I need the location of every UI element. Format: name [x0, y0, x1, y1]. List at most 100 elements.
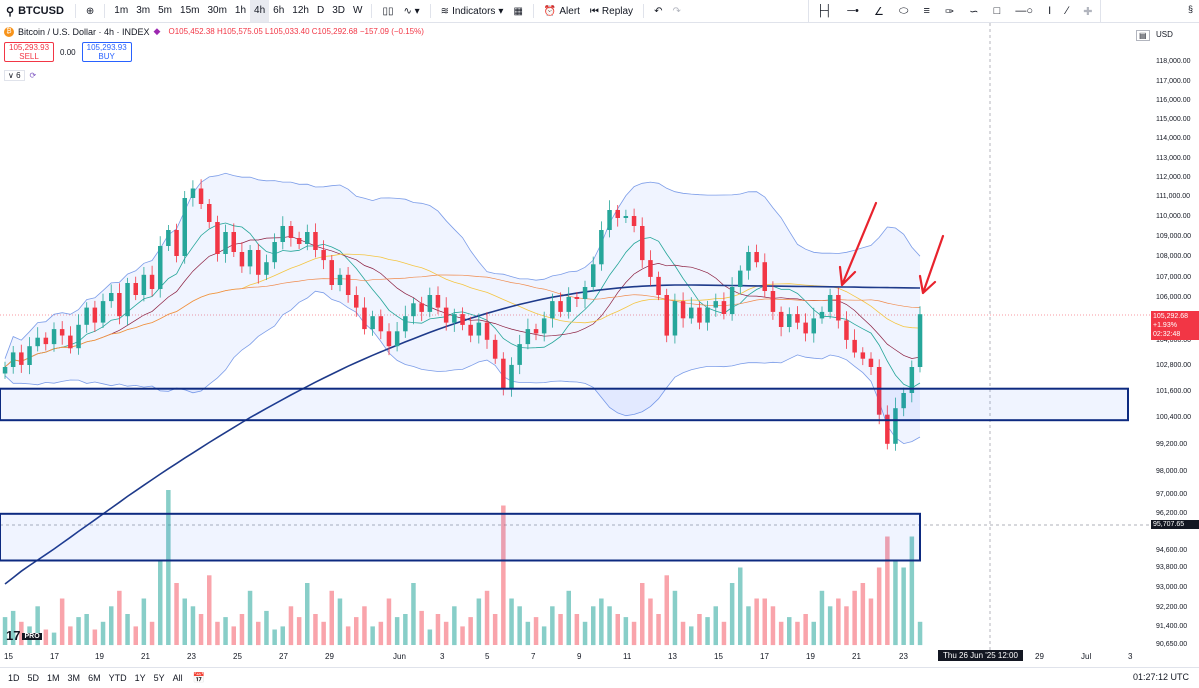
candle-body: [59, 329, 65, 336]
utc-clock[interactable]: 01:27:12 UTC: [1132, 672, 1189, 682]
candle-body: [288, 226, 294, 238]
candle-body: [182, 198, 187, 256]
sell-button[interactable]: 105,293.93 SELL: [4, 42, 55, 62]
more-tools-icon[interactable]: §: [1188, 4, 1194, 14]
text-cursor-icon[interactable]: I: [1048, 5, 1052, 17]
candle-body: [754, 252, 759, 263]
volume-bar: [419, 610, 424, 645]
brush-icon[interactable]: ✑: [944, 5, 955, 18]
divider: [104, 4, 106, 18]
rectangle-icon[interactable]: □: [993, 5, 1001, 17]
volume-bar: [713, 606, 718, 646]
horizontal-line-icon[interactable]: ─•: [847, 5, 859, 17]
candle-body: [27, 346, 32, 365]
volume-bar: [207, 575, 212, 646]
candle-body: [264, 262, 269, 275]
range-1m[interactable]: 1M: [47, 673, 60, 683]
candle-body: [680, 301, 686, 319]
volume-bar: [664, 575, 669, 646]
range-ytd[interactable]: YTD: [108, 673, 127, 683]
buy-price: 105,293.93: [86, 43, 127, 52]
candle-body: [207, 204, 212, 222]
indicators-label: Indicators: [452, 5, 496, 17]
interval-w[interactable]: W: [353, 5, 363, 16]
ellipse-icon[interactable]: ⬭: [898, 4, 909, 17]
interval-3d[interactable]: 3D: [332, 5, 346, 16]
sell-price: 105,293.93: [9, 43, 50, 52]
range-5y[interactable]: 5Y: [153, 673, 165, 683]
price-chart[interactable]: [0, 23, 1150, 653]
price-tick: 117,000.00: [1156, 78, 1191, 85]
volume-bar: [517, 606, 522, 646]
path-icon[interactable]: ∽: [969, 5, 979, 18]
range-all[interactable]: All: [172, 673, 183, 683]
lock-icon[interactable]: ▤: [1136, 30, 1150, 41]
layout-grid-icon[interactable]: ▦: [513, 5, 523, 17]
volume-bar: [648, 598, 653, 645]
interval-3m[interactable]: 3m: [136, 5, 151, 16]
measure-range-icon[interactable]: ├┤: [816, 5, 833, 17]
range-1y[interactable]: 1Y: [134, 673, 146, 683]
volume-bar: [705, 617, 710, 645]
candle-body: [76, 324, 81, 349]
volume-bar: [10, 610, 16, 645]
indicators-button[interactable]: ≋ Indicators ▾: [436, 0, 509, 22]
spread-value: 0.00: [60, 47, 76, 57]
volume-bar: [591, 606, 596, 646]
range-bar: 1D 5D 1M 3M 6M YTD 1Y 5Y All 📅: [0, 667, 1199, 688]
crosshair-date-tag: Thu 26 Jun '25 12:00: [938, 650, 1023, 661]
range-6m[interactable]: 6M: [88, 673, 101, 683]
alert-button[interactable]: ⏰ Alert: [539, 0, 585, 22]
interval-30m[interactable]: 30m: [207, 5, 227, 16]
symbol-search-button[interactable]: ⚲ BTCUSD: [0, 5, 70, 18]
range-5d[interactable]: 5D: [27, 673, 40, 683]
volume-bar: [166, 490, 171, 645]
indicator-toggle[interactable]: ∨ 6 ⟳: [4, 70, 36, 81]
undo-icon[interactable]: ↶: [654, 5, 663, 17]
horizontal-ray-icon[interactable]: —○: [1015, 5, 1033, 17]
interval-15m[interactable]: 15m: [180, 5, 200, 16]
candle-body: [2, 367, 8, 374]
volume-bar: [345, 626, 351, 645]
candle-body: [427, 295, 433, 312]
candle-body: [868, 358, 874, 367]
currency-label[interactable]: USD: [1156, 30, 1173, 39]
date-range-icon[interactable]: 📅: [192, 672, 206, 684]
price-tick: 93,000.00: [1156, 584, 1188, 591]
volume-bar: [239, 614, 245, 645]
replay-button[interactable]: ⏮ Replay: [585, 0, 638, 22]
crosshair-icon[interactable]: ✚: [1083, 5, 1093, 18]
volume-bar: [778, 621, 784, 646]
interval-6h[interactable]: 6h: [273, 5, 285, 16]
candle-body: [876, 367, 882, 415]
trend-line-icon[interactable]: ∕: [1066, 5, 1069, 17]
fib-lines-icon[interactable]: ≡: [923, 5, 930, 17]
volume-bar: [76, 617, 81, 645]
interval-12h[interactable]: 12h: [292, 5, 309, 16]
volume-bar: [656, 614, 661, 645]
redo-icon[interactable]: ↷: [672, 5, 681, 17]
interval-1h[interactable]: 1h: [234, 5, 247, 16]
candle-type-icon[interactable]: ▯▯: [382, 5, 394, 17]
angle-tool-icon[interactable]: ∠: [873, 5, 884, 18]
interval-1m[interactable]: 1m: [114, 5, 129, 16]
range-3m[interactable]: 3M: [67, 673, 81, 683]
candle-body: [247, 250, 253, 267]
volume-bar: [174, 583, 179, 645]
volume-bar: [125, 614, 130, 645]
candle-body: [378, 316, 384, 332]
line-chart-icon[interactable]: ∿ ▾: [403, 5, 420, 17]
interval-d[interactable]: D: [316, 5, 325, 16]
volume-bar: [411, 583, 416, 645]
interval-5m[interactable]: 5m: [158, 5, 173, 16]
swirl-icon: ⟳: [29, 71, 37, 80]
candle-body: [648, 260, 653, 277]
interval-4h[interactable]: 4h: [250, 0, 270, 22]
volume-bar: [697, 614, 702, 645]
volume-bar: [182, 598, 187, 645]
range-1d[interactable]: 1D: [8, 673, 20, 683]
compare-add-icon[interactable]: ⊕: [85, 5, 95, 17]
last-price: 105,292.68: [1153, 313, 1189, 320]
buy-button[interactable]: 105,293.93 BUY: [81, 42, 132, 62]
volume-bar: [615, 614, 620, 645]
